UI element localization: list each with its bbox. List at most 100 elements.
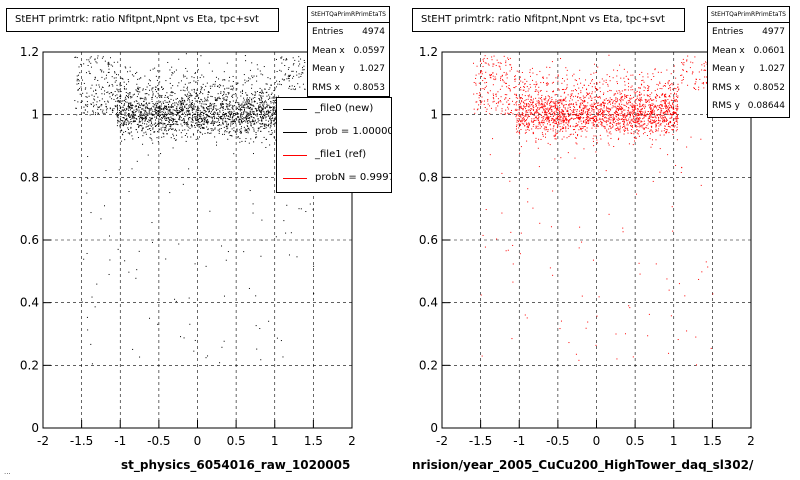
- data-point: [154, 110, 156, 112]
- data-point: [553, 118, 555, 120]
- data-point: [667, 88, 669, 90]
- data-point: [664, 103, 666, 105]
- data-point: [624, 129, 626, 131]
- data-point: [187, 136, 189, 138]
- data-point: [573, 85, 575, 87]
- data-point: [632, 117, 634, 119]
- data-point: [610, 133, 612, 135]
- data-point: [290, 232, 292, 234]
- data-point: [509, 89, 511, 91]
- data-point: [298, 73, 300, 75]
- data-point: [662, 117, 664, 119]
- data-point: [606, 131, 608, 133]
- data-point: [650, 133, 652, 135]
- data-point: [484, 87, 486, 89]
- data-point: [144, 112, 146, 114]
- data-point: [667, 110, 669, 112]
- data-point: [668, 103, 670, 105]
- data-point: [121, 140, 123, 142]
- data-point: [630, 98, 632, 100]
- data-point: [266, 106, 268, 108]
- data-point: [151, 118, 153, 120]
- data-point: [90, 212, 92, 214]
- data-point: [666, 278, 668, 280]
- data-point: [675, 120, 677, 122]
- data-point: [265, 119, 267, 121]
- data-point: [188, 82, 190, 84]
- data-point: [563, 119, 565, 121]
- data-point: [199, 116, 201, 118]
- data-point: [90, 103, 92, 105]
- data-point: [107, 62, 109, 64]
- data-point: [605, 122, 607, 124]
- data-point: [188, 126, 190, 128]
- data-point: [156, 114, 158, 116]
- data-point: [197, 129, 199, 131]
- data-point: [189, 112, 191, 114]
- data-point: [259, 328, 261, 330]
- data-point: [580, 99, 582, 101]
- data-point: [248, 80, 250, 82]
- data-point: [591, 86, 593, 88]
- data-point: [211, 117, 213, 119]
- data-point: [615, 333, 617, 335]
- data-point: [91, 94, 93, 96]
- data-point: [531, 113, 533, 115]
- data-point: [624, 118, 626, 120]
- data-point: [501, 212, 503, 214]
- data-point: [189, 94, 191, 96]
- data-point: [220, 128, 222, 130]
- data-point: [128, 113, 130, 115]
- data-point: [704, 76, 706, 78]
- data-point: [159, 94, 161, 96]
- data-point: [655, 96, 657, 98]
- data-point: [480, 72, 482, 74]
- data-point: [260, 130, 262, 132]
- data-point: [618, 90, 620, 92]
- data-point: [133, 75, 135, 77]
- data-point: [232, 112, 234, 114]
- data-point: [98, 84, 100, 86]
- data-point: [181, 110, 183, 112]
- data-point: [231, 121, 233, 123]
- data-point: [177, 103, 179, 105]
- data-point: [93, 104, 95, 106]
- data-point: [159, 70, 161, 72]
- data-point: [243, 120, 245, 122]
- data-point: [165, 114, 167, 116]
- data-point: [173, 71, 175, 73]
- data-point: [597, 109, 599, 111]
- data-point: [655, 97, 657, 99]
- data-point: [565, 126, 567, 128]
- data-point: [619, 122, 621, 124]
- data-point: [207, 115, 209, 117]
- data-point: [94, 76, 96, 78]
- data-point: [676, 126, 678, 128]
- data-point: [541, 102, 543, 104]
- data-point: [664, 125, 666, 127]
- data-point: [165, 108, 167, 110]
- data-point: [132, 117, 134, 119]
- data-point: [661, 104, 663, 106]
- data-point: [622, 126, 624, 128]
- data-point: [610, 137, 612, 139]
- data-point: [627, 132, 629, 134]
- data-point: [624, 127, 626, 129]
- data-point: [166, 113, 168, 115]
- data-point: [155, 108, 157, 110]
- data-point: [619, 105, 621, 107]
- data-point: [598, 122, 600, 124]
- data-point: [621, 118, 623, 120]
- data-point: [561, 102, 563, 104]
- data-point: [123, 88, 125, 90]
- data-point: [537, 112, 539, 114]
- data-point: [114, 91, 116, 93]
- data-point: [554, 112, 556, 114]
- data-point: [631, 85, 633, 87]
- data-point: [656, 114, 658, 116]
- data-point: [157, 107, 159, 109]
- data-point: [186, 103, 188, 105]
- data-point: [609, 101, 611, 103]
- data-point: [638, 99, 640, 101]
- data-point: [159, 105, 161, 107]
